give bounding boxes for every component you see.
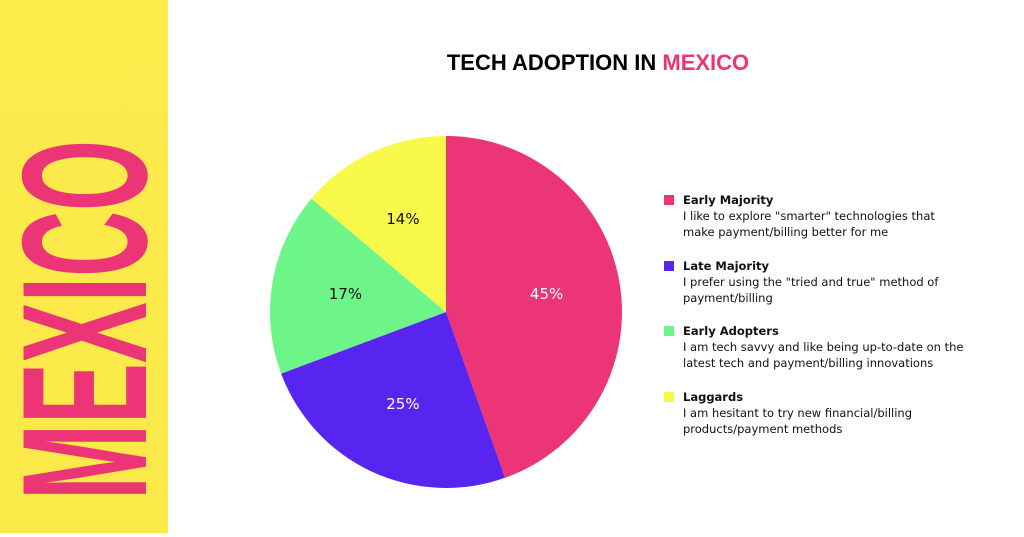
legend-name: Early Adopters <box>683 324 779 338</box>
legend-item: Late Majority I prefer using the "tried a… <box>664 258 964 306</box>
legend-item: Early Majority I like to explore "smarter… <box>664 192 964 240</box>
legend-swatch <box>664 195 674 205</box>
value-label: 25% <box>386 395 419 413</box>
value-label: 14% <box>386 210 419 228</box>
legend-item: Early Adopters I am tech savvy and like b… <box>664 323 964 371</box>
legend-description: I am hesitant to try new financial/billi… <box>683 406 913 436</box>
pie-slice <box>311 136 446 312</box>
title-main: TECH ADOPTION IN <box>447 50 656 75</box>
legend-name: Late Majority <box>683 259 770 273</box>
legend-name: Laggards <box>683 390 744 404</box>
legend-description: I like to explore "smarter" technologies… <box>683 209 935 239</box>
legend-swatch <box>664 326 674 336</box>
legend-swatch <box>664 261 674 271</box>
legend-item: Laggards I am hesitant to try new financi… <box>664 389 964 437</box>
value-label: 45% <box>530 285 563 303</box>
banner: MEXICO <box>0 0 184 533</box>
chart-title: TECH ADOPTION IN MEXICO <box>447 50 749 75</box>
banner-text: MEXICO <box>0 140 168 500</box>
pie-slice <box>270 198 446 374</box>
banner-svg: MEXICO <box>0 140 184 500</box>
value-label: 17% <box>329 285 362 303</box>
legend-name: Early Majority <box>683 193 774 207</box>
pie-slice <box>281 312 506 489</box>
legend-description: I prefer using the "tried and true" meth… <box>683 275 939 305</box>
legend-swatch <box>664 392 674 402</box>
legend-description: I am tech savvy and like being up-to-dat… <box>683 340 964 370</box>
pie-slice <box>446 136 623 478</box>
title-highlight: MEXICO <box>662 50 749 75</box>
